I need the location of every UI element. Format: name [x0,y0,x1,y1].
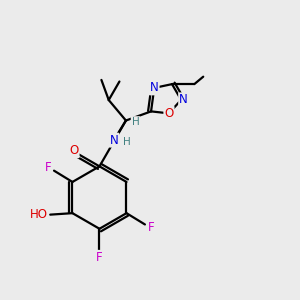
Text: HO: HO [30,208,48,221]
Text: F: F [148,221,154,234]
Text: H: H [123,137,131,147]
Text: O: O [164,107,174,120]
Text: F: F [96,251,103,264]
Text: F: F [45,161,51,174]
Text: N: N [150,81,159,94]
Text: H: H [132,117,139,127]
Text: N: N [110,134,118,147]
Text: O: O [69,144,79,157]
Text: N: N [179,93,188,106]
